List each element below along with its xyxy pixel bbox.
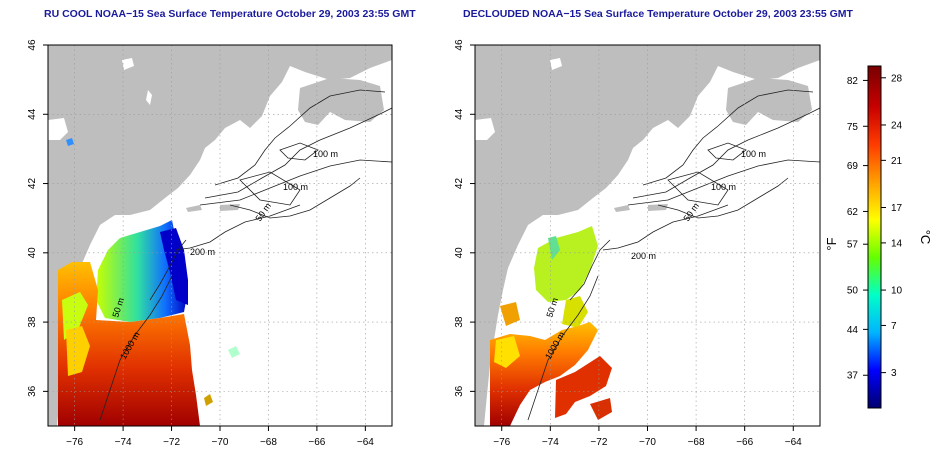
x-tick-label: −70 — [639, 437, 656, 448]
fahrenheit-tick-label: 57 — [847, 240, 859, 251]
y-tick-label: 40 — [27, 247, 38, 259]
right-map-title: DECLOUDED NOAA−15 Sea Surface Temperatur… — [463, 8, 853, 20]
celsius-tick-label: 7 — [891, 321, 897, 332]
x-tick-label: −70 — [212, 437, 229, 448]
celsius-tick-label: 10 — [891, 286, 903, 297]
sea-surface-temperature-field — [58, 138, 240, 426]
x-tick-label: −64 — [357, 437, 374, 448]
longitude-ticks: −76 −74 −72 −70 −68 −66 −64 — [66, 426, 374, 448]
lat-lon-grid — [48, 44, 392, 426]
left-map-title: RU COOL NOAA−15 Sea Surface Temperature … — [44, 8, 416, 20]
x-tick-label: −68 — [260, 437, 277, 448]
celsius-tick-label: 21 — [891, 156, 903, 167]
x-tick-label: −66 — [736, 437, 753, 448]
y-tick-label: 38 — [27, 316, 38, 328]
y-tick-label: 42 — [454, 178, 465, 190]
y-tick-label: 36 — [454, 385, 465, 397]
depth-label-100m-bank: 100 m — [283, 182, 308, 192]
x-tick-label: −68 — [688, 437, 705, 448]
fahrenheit-tick-label: 69 — [847, 161, 859, 172]
fahrenheit-ticks: 82 75 69 62 57 50 44 37 — [847, 76, 868, 382]
fahrenheit-tick-label: 62 — [847, 207, 859, 218]
x-tick-label: −66 — [308, 437, 325, 448]
fahrenheit-tick-label: 82 — [847, 76, 859, 87]
depth-label-100m-north: 100 m — [313, 149, 338, 159]
colorbar-gradient — [867, 65, 882, 409]
celsius-unit-label: °C — [918, 230, 933, 245]
depth-label-100m-bank: 100 m — [711, 182, 736, 192]
x-tick-label: −72 — [590, 437, 607, 448]
depth-label-100m-north: 100 m — [741, 149, 766, 159]
fahrenheit-tick-label: 44 — [847, 325, 859, 336]
y-tick-label: 46 — [27, 39, 38, 51]
temperature-colorbar: °F °C 82 75 69 62 57 50 44 37 28 24 21 17 14 10 7 3 — [824, 65, 933, 409]
y-tick-label: 42 — [27, 178, 38, 190]
x-tick-label: −72 — [163, 437, 180, 448]
celsius-tick-label: 3 — [891, 368, 897, 379]
celsius-tick-label: 28 — [891, 73, 903, 84]
fahrenheit-tick-label: 37 — [847, 371, 859, 382]
right-declouded-map: 100 m 100 m 50 m 200 m 50 m 1000 m −76 −7… — [454, 39, 821, 448]
x-tick-label: −74 — [542, 437, 559, 448]
celsius-tick-label: 14 — [891, 238, 903, 249]
x-tick-label: −76 — [493, 437, 510, 448]
longitude-ticks: −76 −74 −72 −70 −68 −66 −64 — [493, 426, 802, 448]
left-sst-map: 100 m 100 m 50 m 200 m 50 m 1000 m −76 −7… — [27, 39, 393, 448]
declouded-sea-surface-temperature — [490, 226, 612, 426]
latitude-ticks: 36 38 40 42 44 46 — [454, 39, 475, 397]
fahrenheit-tick-label: 50 — [847, 286, 859, 297]
celsius-tick-label: 17 — [891, 203, 903, 214]
x-tick-label: −74 — [115, 437, 132, 448]
fahrenheit-tick-label: 75 — [847, 122, 859, 133]
bathymetry-contours — [99, 89, 393, 421]
depth-label-200m: 200 m — [190, 247, 215, 257]
celsius-ticks: 28 24 21 17 14 10 7 3 — [881, 73, 903, 379]
fahrenheit-unit-label: °F — [824, 237, 839, 250]
y-tick-label: 44 — [454, 108, 465, 120]
land-mass — [475, 45, 820, 426]
y-tick-label: 40 — [454, 247, 465, 259]
x-tick-label: −64 — [785, 437, 802, 448]
celsius-tick-label: 24 — [891, 120, 903, 131]
y-tick-label: 44 — [27, 108, 38, 120]
depth-label-200m: 200 m — [631, 251, 656, 261]
y-tick-label: 46 — [454, 39, 465, 51]
x-tick-label: −76 — [66, 437, 83, 448]
y-tick-label: 38 — [454, 316, 465, 328]
latitude-ticks: 36 38 40 42 44 46 — [27, 39, 48, 397]
y-tick-label: 36 — [27, 385, 38, 397]
bathymetry-contours — [527, 89, 821, 421]
land-mass — [48, 45, 392, 426]
